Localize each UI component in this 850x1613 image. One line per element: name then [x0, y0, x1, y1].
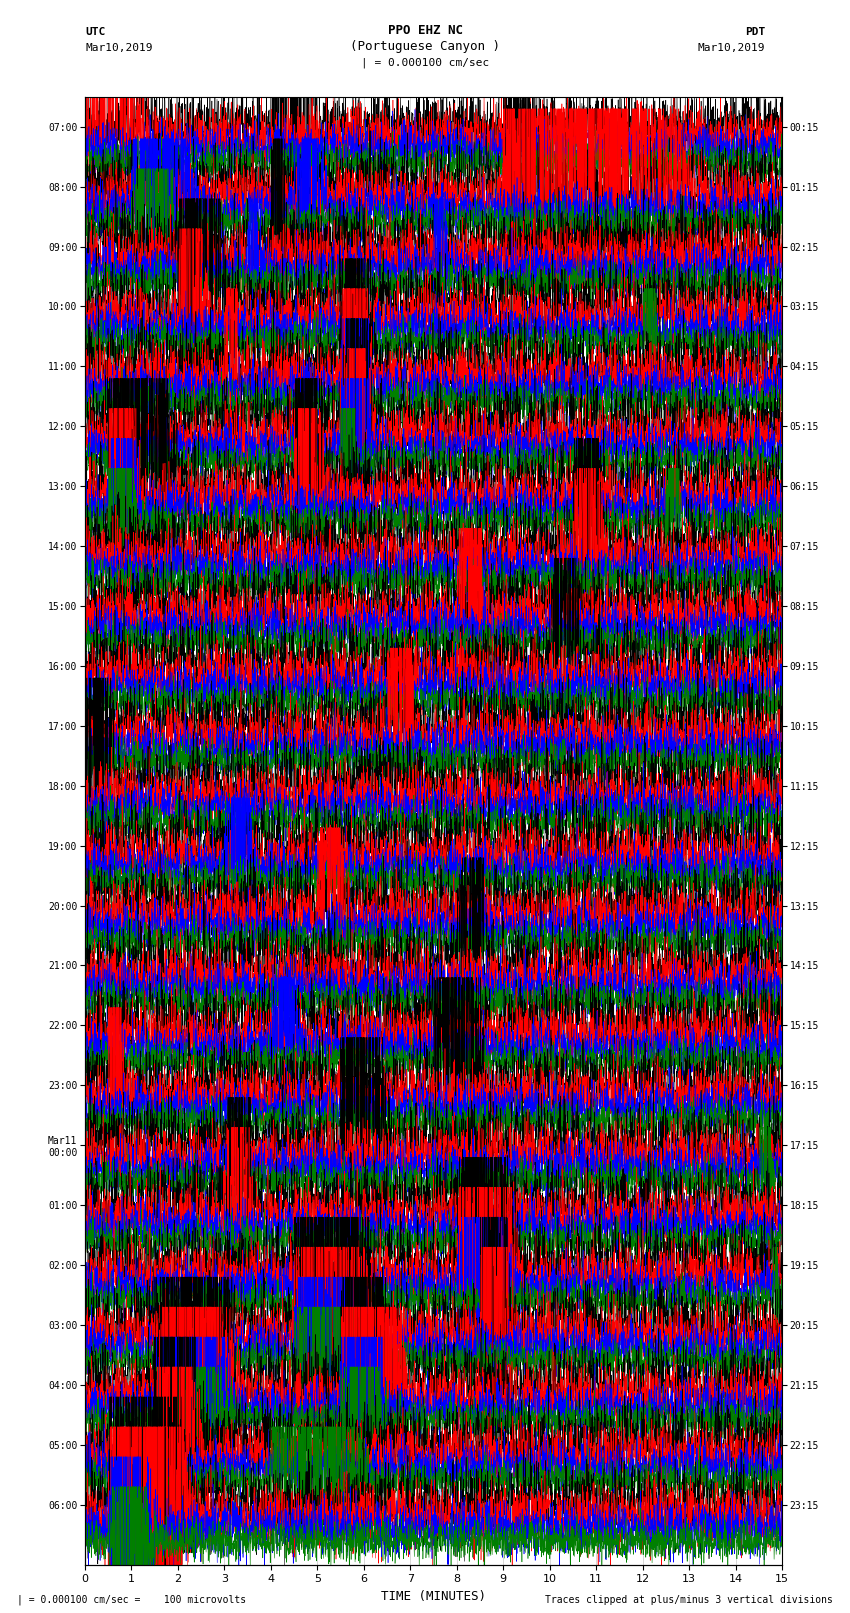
Text: Mar10,2019: Mar10,2019: [698, 44, 765, 53]
Text: | = 0.000100 cm/sec: | = 0.000100 cm/sec: [361, 56, 489, 68]
Text: Traces clipped at plus/minus 3 vertical divisions: Traces clipped at plus/minus 3 vertical …: [545, 1595, 833, 1605]
Text: PDT: PDT: [745, 27, 765, 37]
Text: PPO EHZ NC: PPO EHZ NC: [388, 24, 462, 37]
X-axis label: TIME (MINUTES): TIME (MINUTES): [381, 1590, 486, 1603]
Text: Mar10,2019: Mar10,2019: [85, 44, 152, 53]
Text: (Portuguese Canyon ): (Portuguese Canyon ): [350, 40, 500, 53]
Text: | = 0.000100 cm/sec =    100 microvolts: | = 0.000100 cm/sec = 100 microvolts: [17, 1594, 246, 1605]
Text: UTC: UTC: [85, 27, 105, 37]
